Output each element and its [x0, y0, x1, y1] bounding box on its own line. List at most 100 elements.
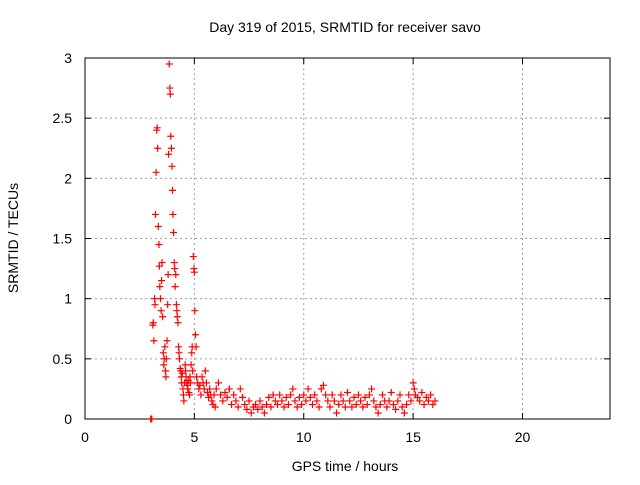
data-point-0-24: [161, 343, 169, 351]
data-point-0-115: [245, 397, 253, 405]
data-point-0-15: [156, 283, 164, 291]
data-point-0-178: [383, 403, 391, 411]
data-point-0-86: [197, 391, 205, 399]
data-point-0-189: [407, 397, 415, 405]
data-point-0-26: [162, 373, 170, 381]
data-point-0-184: [396, 391, 404, 399]
data-point-0-179: [385, 397, 393, 405]
data-point-0-174: [374, 409, 382, 417]
data-point-0-40: [170, 228, 178, 236]
data-point-0-25: [162, 367, 169, 375]
data-point-0-133: [284, 401, 292, 409]
data-point-0-123: [263, 401, 271, 409]
data-point-0-127: [271, 397, 279, 405]
data-point-0-122: [260, 409, 268, 417]
data-point-0-201: [431, 397, 439, 405]
data-point-0-5: [151, 295, 159, 303]
data-point-0-49: [175, 343, 183, 351]
x-tick-label-1: 5: [190, 429, 198, 445]
data-point-0-160: [344, 389, 351, 397]
data-point-0-147: [315, 403, 323, 411]
y-tick-label-5: 2.5: [53, 110, 73, 126]
data-point-0-43: [171, 283, 179, 291]
data-point-0-28: [163, 337, 171, 345]
data-point-0-148: [317, 385, 325, 393]
data-point-0-135: [289, 385, 297, 393]
data-point-0-32: [165, 60, 173, 68]
data-point-0-125: [267, 403, 275, 411]
data-point-0-157: [337, 391, 345, 399]
data-point-0-141: [302, 397, 310, 405]
data-point-0-163: [350, 393, 358, 401]
data-point-0-72: [187, 361, 195, 369]
y-tick-label-2: 1: [64, 291, 72, 307]
x-axis-label: GPS time / hours: [292, 458, 399, 474]
data-point-0-101: [214, 379, 222, 387]
data-point-0-91: [202, 379, 210, 387]
data-point-0-150: [322, 391, 330, 399]
data-point-0-34: [166, 90, 174, 98]
data-point-0-119: [254, 405, 262, 413]
data-point-0-142: [304, 385, 312, 393]
data-point-0-200: [429, 401, 437, 409]
data-point-0-168: [361, 393, 369, 401]
data-point-0-171: [368, 385, 376, 393]
data-point-0-94: [206, 385, 214, 393]
data-point-0-140: [300, 391, 308, 399]
data-point-0-45: [172, 301, 180, 309]
data-point-0-130: [278, 397, 286, 405]
data-point-0-164: [352, 401, 360, 409]
data-point-0-167: [359, 403, 367, 411]
data-point-0-181: [389, 401, 397, 409]
data-point-0-108: [230, 391, 238, 399]
data-point-0-80: [191, 331, 199, 339]
data-point-0-36: [167, 144, 175, 152]
data-point-0-134: [287, 391, 295, 399]
data-point-0-37: [168, 162, 176, 170]
data-point-0-110: [234, 403, 242, 411]
data-point-0-78: [190, 268, 198, 276]
data-point-0-176: [379, 391, 386, 399]
data-point-0-44: [172, 271, 180, 279]
data-point-0-107: [228, 401, 236, 409]
axes: 0 5 10 15 20 0 0.5 1 1.5 2 2.5 3: [53, 50, 611, 445]
data-point-0-193: [414, 393, 421, 401]
data-point-0-106: [225, 385, 233, 393]
data-point-0-70: [186, 373, 194, 381]
data-point-0-169: [363, 401, 371, 409]
data-point-0-196: [420, 401, 428, 409]
data-point-0-100: [212, 385, 220, 393]
y-tick-label-3: 1.5: [53, 231, 73, 247]
data-point-0-99: [211, 403, 219, 411]
data-point-0-16: [156, 295, 164, 303]
data-point-0-121: [258, 403, 266, 411]
data-point-0-165: [354, 391, 362, 399]
data-point-0-146: [313, 397, 321, 405]
data-point-0-153: [328, 391, 336, 399]
data-point-0-105: [223, 393, 231, 401]
data-point-0-42: [171, 265, 179, 273]
data-point-0-98: [210, 391, 218, 399]
data-point-0-155: [333, 409, 341, 417]
data-point-0-46: [173, 307, 181, 315]
data-point-0-90: [201, 367, 209, 375]
data-point-0-162: [348, 403, 356, 411]
data-point-0-159: [341, 403, 349, 411]
data-point-0-104: [221, 389, 229, 397]
data-point-0-38: [169, 186, 176, 194]
data-point-0-191: [410, 385, 418, 393]
data-point-0-41: [170, 259, 178, 267]
data-point-0-145: [311, 391, 319, 399]
x-tick-label-4: 20: [515, 429, 531, 445]
data-point-0-1: [148, 415, 156, 423]
data-point-0-170: [365, 391, 373, 399]
data-point-0-190: [409, 379, 417, 387]
y-tick-label-0: 0: [64, 411, 72, 427]
data-point-0-126: [269, 391, 277, 399]
data-point-0-120: [256, 397, 264, 405]
data-point-0-71: [186, 379, 194, 387]
y-tick-label-4: 2: [64, 170, 72, 186]
data-point-0-114: [243, 405, 251, 413]
data-point-0-173: [372, 403, 380, 411]
